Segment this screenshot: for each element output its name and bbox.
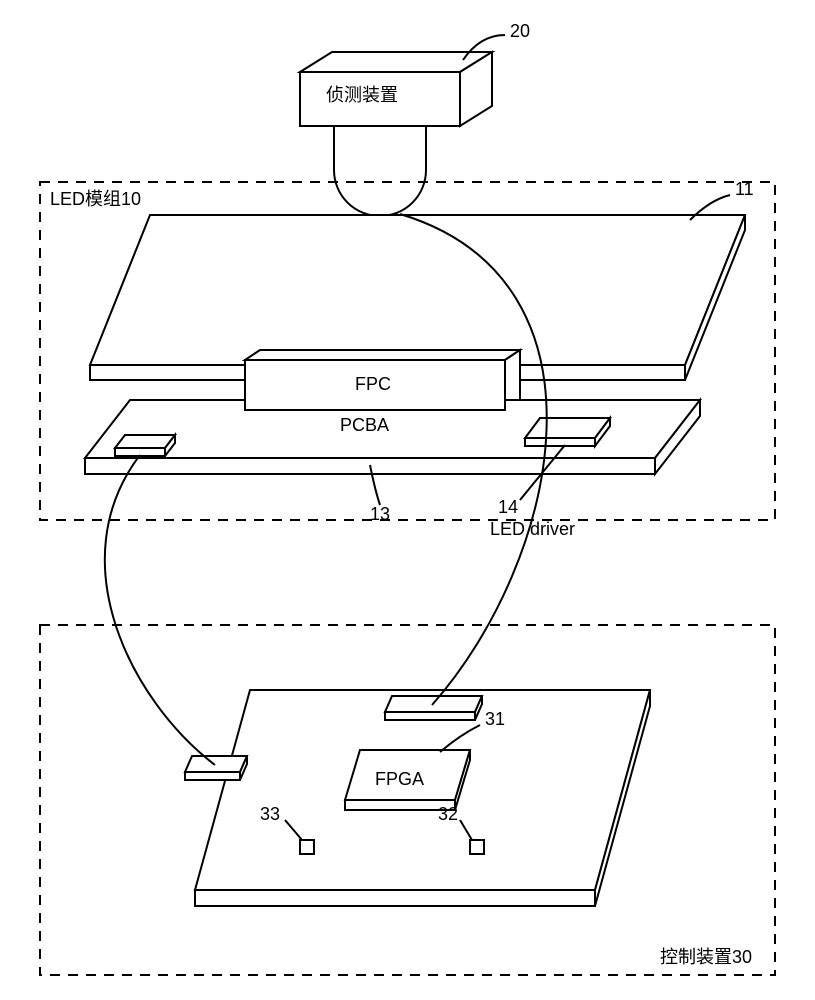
chip-33 bbox=[300, 840, 314, 854]
diagram-canvas bbox=[0, 0, 815, 1000]
cable-left bbox=[105, 455, 215, 765]
ref-14: 14 bbox=[498, 498, 518, 518]
ref-33: 33 bbox=[260, 805, 280, 825]
ref-20: 20 bbox=[510, 22, 530, 42]
ref-11: 11 bbox=[735, 180, 754, 200]
control-connector-top bbox=[385, 696, 482, 720]
ref-13: 13 bbox=[370, 505, 390, 525]
led-module-label: LED模组10 bbox=[50, 190, 141, 210]
control-connector-left bbox=[185, 756, 247, 780]
control-label: 控制装置30 bbox=[660, 948, 752, 968]
detector-label: 侦测装置 bbox=[326, 86, 398, 106]
pcba-connector-left bbox=[115, 435, 175, 456]
led-module-label-text: LED模组 bbox=[50, 189, 121, 209]
ref-31: 31 bbox=[485, 710, 505, 730]
chip-32 bbox=[470, 840, 484, 854]
led-driver-chip bbox=[525, 418, 610, 446]
fpga-label: FPGA bbox=[375, 770, 424, 790]
fpc-label: FPC bbox=[355, 375, 391, 395]
pcba-label: PCBA bbox=[340, 416, 389, 436]
led-module-ref: 10 bbox=[121, 189, 141, 209]
led-driver-label: LED driver bbox=[490, 520, 575, 540]
control-ref: 30 bbox=[732, 947, 752, 967]
pcba-board bbox=[85, 400, 700, 474]
control-label-text: 控制装置 bbox=[660, 947, 732, 967]
ref-32: 32 bbox=[438, 805, 458, 825]
detector-lens bbox=[334, 128, 426, 216]
